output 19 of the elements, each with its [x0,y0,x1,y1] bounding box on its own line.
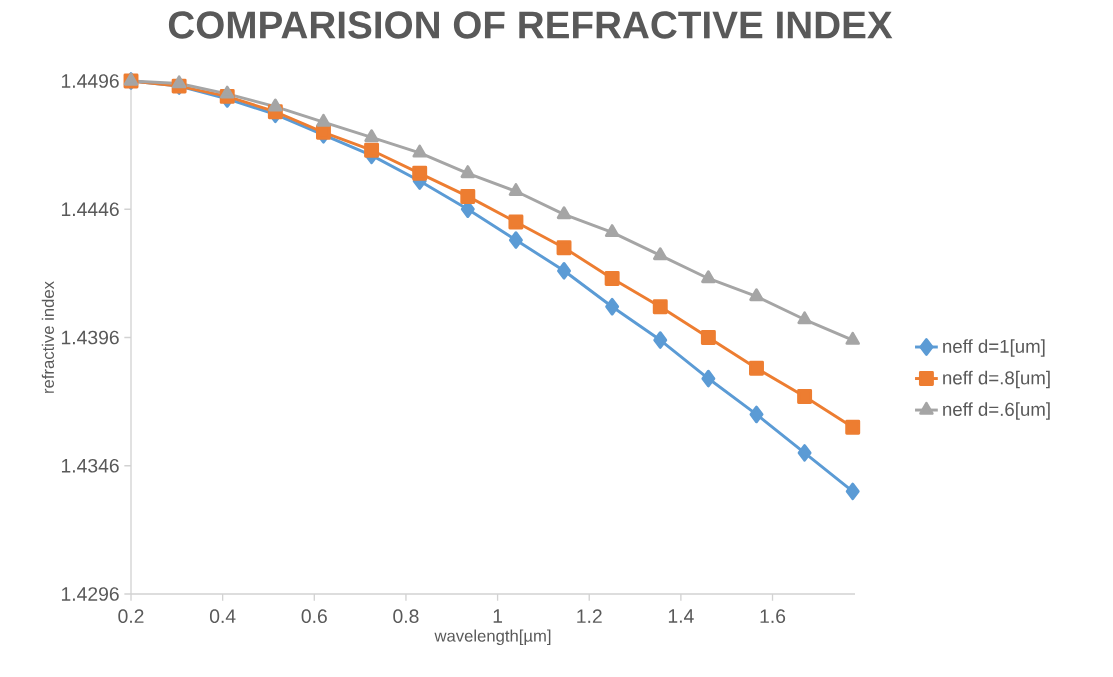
x-tick-label: 0.2 [118,609,144,624]
y-tick-label: 1.4296 [61,587,119,601]
x-tick-label: 1.6 [760,609,786,624]
x-tick-label: 1.2 [577,609,602,623]
y-tick-label: 1.4346 [61,458,119,473]
y-tick-label: 1.4446 [61,202,119,217]
y-axis-title: refractive index [41,281,55,393]
chart-title: COMPARISION OF REFRACTIVE INDEX [168,11,893,39]
x-tick-label: 0.4 [209,609,236,624]
y-tick-label: 1.4496 [61,74,119,88]
x-tick-label: 0.8 [393,609,419,624]
legend-label: neff d=.6[um] [943,402,1050,420]
y-tick-label: 1.4396 [61,330,119,345]
legend-label: neff d=1[um] [943,339,1045,357]
x-tick-label: 1 [493,609,503,623]
x-tick-label: 0.6 [301,609,327,624]
x-axis-title: wavelength[µm] [434,629,551,646]
legend-label: neff d=.8[um] [943,370,1050,389]
x-tick-label: 1.4 [668,609,694,623]
